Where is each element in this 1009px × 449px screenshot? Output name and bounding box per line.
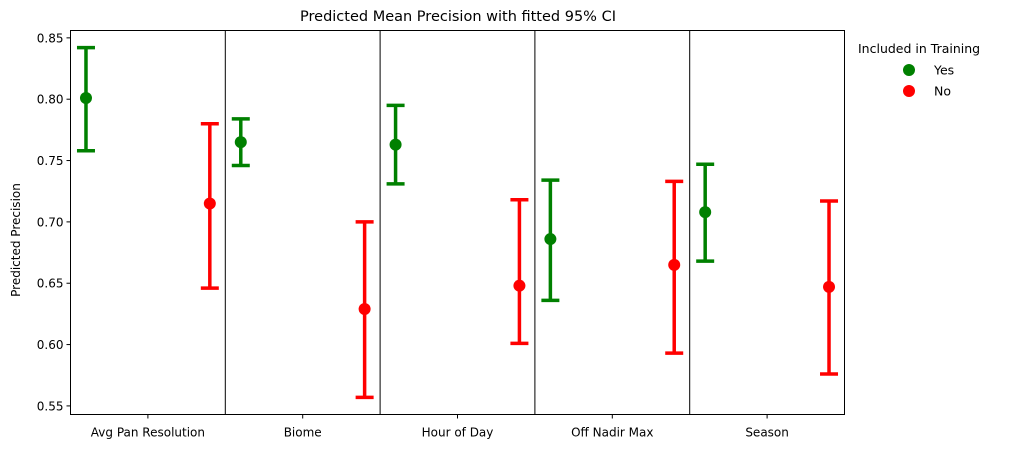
chart-title: Predicted Mean Precision with fitted 95%… [300,9,616,25]
point-yes-2 [389,138,402,151]
y-tick-label-1: 0.60 [37,338,64,352]
x-tick-label-2: Hour of Day [422,426,494,440]
y-tick-label-6: 0.85 [37,31,64,45]
x-tick-label-4: Season [745,426,789,440]
x-tick-label-3: Off Nadir Max [571,426,653,440]
y-tick-label-5: 0.80 [37,93,64,107]
y-tick-label-2: 0.65 [37,277,64,291]
x-tick-label-1: Biome [284,426,322,440]
point-no-2 [513,279,526,292]
plot-area [76,30,839,415]
legend-marker-no [903,85,915,97]
point-yes-4 [699,206,712,219]
point-yes-3 [544,233,557,246]
y-tick-label-4: 0.75 [37,154,64,168]
y-axis-label: Predicted Precision [9,183,23,297]
legend-title: Included in Training [858,41,980,56]
y-tick-label-3: 0.70 [37,215,64,229]
legend-label-yes: Yes [933,63,954,78]
x-tick-label-0: Avg Pan Resolution [91,426,205,440]
point-no-3 [668,258,681,271]
point-yes-1 [234,136,247,149]
legend-label-no: No [934,84,951,99]
legend-marker-yes [903,64,915,76]
point-no-1 [358,302,371,315]
point-no-4 [823,280,836,293]
y-tick-label-0: 0.55 [37,399,64,413]
plot-frame [70,30,845,415]
point-yes-0 [79,91,92,104]
point-no-0 [203,197,216,210]
